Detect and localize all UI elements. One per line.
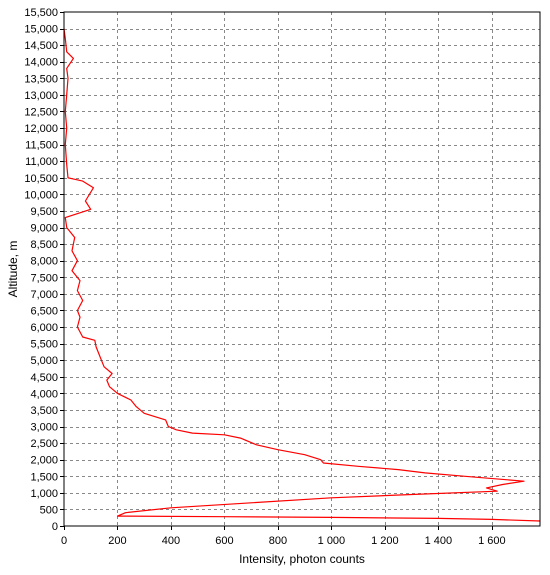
x-tick-label: 600: [215, 535, 233, 547]
y-tick-label: 1,500: [30, 471, 58, 483]
y-tick-label: 2,000: [30, 455, 58, 467]
y-tick-label: 5,000: [30, 355, 58, 367]
plot-area: [63, 11, 541, 527]
y-tick-label: 3,500: [30, 405, 58, 417]
y-tick-label: 2,500: [30, 438, 58, 450]
x-tick-label: 400: [162, 535, 180, 547]
y-tick-label: 6,000: [30, 322, 58, 334]
y-tick-label: 11,000: [25, 156, 58, 168]
y-tick-label: 10,000: [24, 189, 58, 201]
y-tick-label: 7,000: [30, 289, 58, 301]
y-tick-label: 12,500: [24, 106, 58, 118]
y-tick-label: 13,500: [24, 73, 58, 85]
y-tick-label: 14,500: [24, 40, 58, 52]
series-layer: [63, 28, 541, 522]
y-tick-label: 14,000: [24, 57, 58, 69]
y-tick-label: 8,500: [30, 239, 58, 251]
y-grid-lines: [64, 29, 540, 510]
x-axis-ticks: 0 200 400 600 800 1 000 1 200 1 400 1 600: [61, 526, 506, 547]
x-tick-label: 1 400: [425, 535, 453, 547]
y-tick-label: 13,000: [24, 90, 58, 102]
y-tick-label: 4,000: [30, 388, 58, 400]
y-tick-label: 15,000: [24, 24, 58, 36]
x-tick-label: 1 200: [371, 535, 399, 547]
y-tick-label: 0: [52, 521, 58, 533]
x-tick-label: 0: [61, 535, 67, 547]
y-tick-label: 6,500: [30, 305, 58, 317]
y-tick-label: 8,000: [30, 256, 58, 268]
y-tick-label: 3,000: [30, 422, 58, 434]
y-tick-label: 12,000: [24, 123, 58, 135]
x-tick-label: 800: [269, 535, 287, 547]
y-tick-label: 7,500: [30, 272, 58, 284]
y-tick-label: 500: [40, 504, 58, 516]
y-tick-label: 10,500: [24, 173, 58, 185]
y-axis-ticks: 0 500 1,000 1,500 2,000 2,500 3,000 3,500 4,000 4…: [24, 7, 64, 533]
y-tick-label: 9,500: [30, 206, 58, 218]
x-tick-label: 1 000: [318, 535, 346, 547]
series-line: [63, 28, 541, 522]
y-tick-label: 5,500: [30, 339, 58, 351]
plot-frame: [63, 11, 541, 527]
y-tick-label: 11,500: [25, 140, 58, 152]
y-axis-title: Altitude, m: [6, 241, 20, 298]
x-tick-label: 200: [108, 535, 126, 547]
y-tick-label: 1,000: [30, 488, 58, 500]
x-tick-label: 1 600: [478, 535, 506, 547]
x-grid-lines: [117, 12, 493, 526]
y-tick-label: 15,500: [24, 7, 58, 19]
y-tick-label: 9,000: [30, 223, 58, 235]
y-tick-label: 4,500: [30, 372, 58, 384]
x-axis-title: Intensity, photon counts: [239, 552, 365, 566]
